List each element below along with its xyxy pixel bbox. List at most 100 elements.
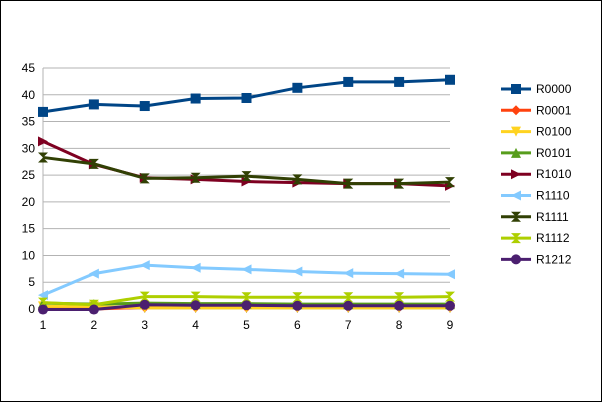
data-point [343, 300, 354, 311]
legend-item: R0000 [501, 82, 572, 96]
x-tick-label: 2 [91, 318, 98, 332]
data-point [190, 93, 201, 104]
data-point [241, 92, 252, 103]
x-tick-label: 6 [294, 318, 301, 332]
data-point [38, 106, 48, 117]
data-point [292, 174, 303, 185]
data-point [241, 264, 252, 275]
y-tick-label: 20 [22, 195, 36, 209]
legend: R0000 R0001 R0100 R0101 R1010 R1110 R1111 R1112… [501, 82, 572, 266]
data-point [394, 178, 405, 189]
legend-marker [511, 84, 521, 94]
data-point [343, 76, 354, 87]
data-point [292, 82, 303, 93]
x-tick-label: 3 [141, 318, 148, 332]
x-tick-label: 7 [345, 318, 352, 332]
data-point [38, 297, 48, 308]
series-line [42, 155, 451, 186]
data-point [190, 262, 201, 273]
data-point [241, 171, 252, 182]
legend-marker [511, 105, 521, 116]
x-tick-label: 8 [396, 318, 403, 332]
data-point [38, 136, 48, 147]
legend-item: R1010 [501, 167, 572, 181]
data-point [139, 299, 150, 310]
data-point [343, 268, 354, 279]
data-point [88, 304, 99, 315]
legend-label: R1111 [536, 210, 569, 224]
legend-label: R1010 [536, 167, 572, 181]
data-point [292, 292, 303, 303]
legend-marker [511, 254, 521, 265]
series-lines [38, 74, 455, 315]
data-point [445, 177, 455, 188]
legend-item: R1112 [501, 231, 570, 245]
data-point [394, 292, 405, 303]
legend-item: R0100 [501, 125, 572, 139]
data-point [190, 172, 201, 183]
data-point [190, 300, 201, 311]
data-point [445, 74, 455, 85]
legend-marker [511, 211, 521, 222]
y-tick-label: 0 [28, 302, 35, 316]
series-r1111 [38, 152, 455, 189]
x-tick-label: 4 [192, 318, 199, 332]
y-tick-label: 5 [28, 275, 35, 289]
data-point [445, 300, 455, 311]
data-point [139, 101, 150, 112]
y-tick-label: 45 [22, 61, 36, 75]
series-r1212 [38, 299, 455, 315]
legend-marker [511, 190, 521, 201]
data-point [394, 300, 405, 311]
legend-item: R0101 [501, 146, 572, 160]
y-tick-label: 30 [22, 141, 36, 155]
legend-label: R1212 [536, 252, 572, 266]
data-point [292, 266, 303, 277]
legend-label: R1112 [536, 231, 570, 245]
data-point [88, 99, 99, 110]
data-point [241, 300, 252, 311]
data-point [394, 76, 405, 87]
y-tick-label: 10 [22, 248, 36, 262]
x-tick-label: 5 [243, 318, 250, 332]
data-point [88, 268, 99, 279]
legend-marker [511, 147, 521, 158]
x-tick-label: 1 [40, 318, 47, 332]
legend-item: R1212 [501, 252, 572, 266]
legend-marker [511, 233, 521, 244]
series-r1110 [38, 260, 455, 301]
data-point [139, 173, 150, 184]
legend-label: R1110 [536, 189, 570, 203]
series-r0000 [38, 74, 455, 117]
data-point [38, 152, 48, 163]
data-point [88, 158, 99, 169]
data-point [445, 291, 455, 302]
data-point [139, 291, 150, 302]
legend-label: R0001 [536, 103, 572, 117]
x-tick-label: 9 [447, 318, 454, 332]
legend-label: R0100 [536, 125, 572, 139]
legend-item: R1111 [501, 210, 569, 224]
legend-marker [511, 126, 521, 137]
data-point [190, 291, 201, 302]
legend-marker [511, 169, 521, 180]
series-line [42, 295, 451, 307]
data-point [343, 292, 354, 303]
y-tick-label: 25 [22, 168, 36, 182]
data-point [38, 304, 48, 315]
y-tick-label: 35 [22, 115, 36, 129]
data-point [139, 260, 150, 271]
series-r1112 [38, 291, 455, 310]
data-point [292, 300, 303, 311]
legend-label: R0000 [536, 82, 572, 96]
y-tick-label: 15 [22, 222, 36, 236]
data-point [241, 292, 252, 303]
legend-item: R0001 [501, 103, 572, 117]
data-point [343, 178, 354, 189]
legend-label: R0101 [536, 146, 572, 160]
data-point [394, 268, 405, 279]
data-point [445, 269, 455, 280]
